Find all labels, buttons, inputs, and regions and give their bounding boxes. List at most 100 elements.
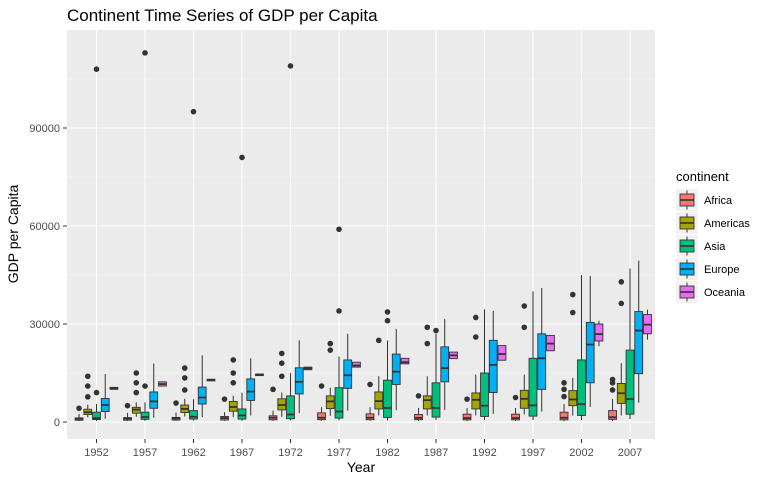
outlier-point xyxy=(181,375,188,381)
box-iqr xyxy=(286,395,295,420)
outlier-point xyxy=(521,303,528,309)
box-africa-1997 xyxy=(511,394,520,422)
outlier-point xyxy=(181,387,188,393)
box-iqr xyxy=(537,333,547,390)
box-iqr xyxy=(511,413,520,421)
box-iqr xyxy=(528,357,538,417)
x-tick-label: 1952 xyxy=(84,447,108,459)
box-oceania-1982 xyxy=(400,357,410,365)
box-africa-2007 xyxy=(608,376,617,422)
box-iqr xyxy=(471,392,481,410)
box-iqr xyxy=(246,378,256,401)
legend-label: Oceania xyxy=(704,287,746,299)
x-tick-label: 2007 xyxy=(618,447,642,459)
outlier-point xyxy=(133,380,140,386)
box-americas-2002 xyxy=(568,291,578,416)
outlier-point xyxy=(367,381,373,388)
outlier-point xyxy=(287,63,294,69)
box-oceania-1962 xyxy=(206,378,216,382)
outlier-point xyxy=(561,386,567,393)
box-americas-1977 xyxy=(325,340,335,416)
box-oceania-1977 xyxy=(352,361,361,368)
box-oceania-1972 xyxy=(303,366,313,371)
legend-label: Americas xyxy=(704,218,750,230)
box-americas-1997 xyxy=(519,303,529,415)
legend-label: Europe xyxy=(704,264,739,276)
x-tick-label: 1992 xyxy=(472,447,496,459)
outlier-point xyxy=(93,66,100,72)
box-asia-1982 xyxy=(383,309,392,421)
box-iqr xyxy=(608,410,617,420)
outlier-point xyxy=(124,402,131,409)
outlier-point xyxy=(173,400,179,406)
box-africa-1957 xyxy=(123,402,132,421)
legend-label: Asia xyxy=(704,241,726,253)
outlier-point xyxy=(561,393,567,400)
box-iqr xyxy=(559,411,569,421)
box-iqr xyxy=(334,387,344,419)
box-iqr xyxy=(197,386,207,405)
x-tick-label: 1977 xyxy=(327,447,351,459)
outlier-point xyxy=(375,337,382,344)
x-tick-label: 1987 xyxy=(424,447,448,459)
box-americas-1967 xyxy=(228,357,238,418)
legend-item-africa: Africa xyxy=(676,189,733,211)
box-europe-1997 xyxy=(537,288,547,412)
outlier-point xyxy=(270,386,276,393)
box-oceania-1952 xyxy=(109,386,119,390)
outlier-point xyxy=(327,340,334,347)
box-iqr xyxy=(480,372,489,417)
box-oceania-1992 xyxy=(497,345,507,361)
box-africa-2002 xyxy=(559,380,569,422)
box-asia-1997 xyxy=(528,291,538,421)
outlier-point xyxy=(384,309,391,315)
box-iqr xyxy=(365,413,375,421)
plot-panel xyxy=(67,30,655,439)
outlier-point xyxy=(433,327,439,334)
box-europe-1987 xyxy=(440,319,450,410)
box-europe-1992 xyxy=(488,310,498,414)
x-tick-label: 1967 xyxy=(230,447,254,459)
box-iqr xyxy=(400,357,410,365)
outlier-point xyxy=(521,324,528,331)
box-europe-2002 xyxy=(585,275,595,407)
box-americas-2007 xyxy=(616,279,626,416)
box-iqr xyxy=(577,359,586,416)
outlier-point xyxy=(239,154,245,161)
box-iqr xyxy=(440,346,450,383)
box-iqr xyxy=(149,391,159,409)
box-asia-2007 xyxy=(625,268,635,420)
y-tick-label: 90000 xyxy=(29,123,60,135)
box-layer xyxy=(74,50,652,422)
x-axis-label: Year xyxy=(347,459,376,475)
outlier-point xyxy=(472,334,479,340)
outlier-point xyxy=(336,226,342,233)
y-axis-label: GDP per Capita xyxy=(5,185,21,284)
box-europe-1972 xyxy=(294,340,304,414)
legend-item-oceania: Oceania xyxy=(676,281,746,303)
box-asia-1957 xyxy=(140,50,150,421)
outlier-point xyxy=(142,383,148,389)
box-americas-1987 xyxy=(422,324,432,416)
box-africa-1982 xyxy=(365,381,375,421)
outlier-point xyxy=(181,365,188,371)
outlier-point xyxy=(278,360,285,367)
box-africa-1977 xyxy=(317,383,326,421)
outlier-point xyxy=(618,300,625,307)
box-europe-1952 xyxy=(100,373,110,419)
box-iqr xyxy=(237,408,247,420)
box-europe-1977 xyxy=(343,333,353,411)
box-asia-1962 xyxy=(189,108,198,421)
outlier-point xyxy=(84,394,91,400)
outlier-point xyxy=(221,396,228,402)
box-iqr xyxy=(343,359,353,389)
y-tick-label: 60000 xyxy=(29,221,60,233)
box-asia-1992 xyxy=(480,309,489,421)
legend-item-europe: Europe xyxy=(676,258,739,280)
box-iqr xyxy=(431,382,441,418)
x-tick-label: 1962 xyxy=(181,447,205,459)
x-tick-label: 1972 xyxy=(278,447,302,459)
outlier-point xyxy=(84,383,91,389)
outlier-point xyxy=(84,373,91,380)
box-asia-1977 xyxy=(334,226,344,421)
